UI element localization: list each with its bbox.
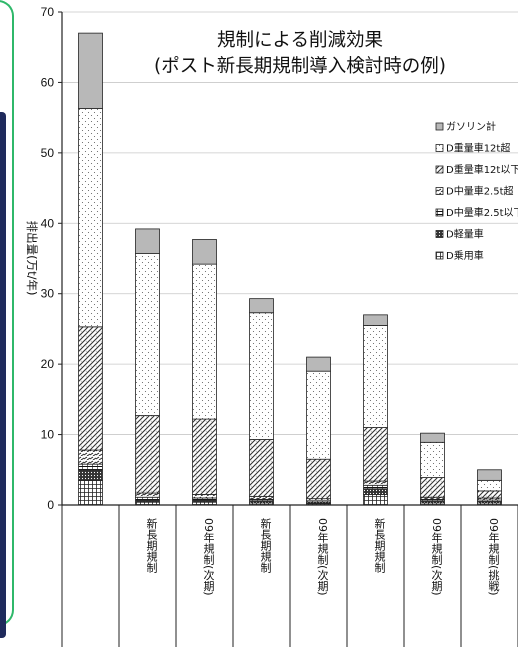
- bar-segment-0: [363, 494, 388, 506]
- bar-segment-5: [477, 479, 502, 492]
- bar-segment-4: [249, 439, 274, 497]
- bar-segment-6: [192, 239, 217, 265]
- x-tick-label: 新長期規制: [373, 517, 386, 573]
- bars: [78, 32, 502, 506]
- bar-segment-4: [477, 490, 502, 499]
- bar-segment-5: [420, 441, 445, 478]
- bar-segment-4: [363, 427, 388, 482]
- bar-segment-4: [306, 458, 331, 500]
- legend-label: D乗用車: [446, 249, 484, 262]
- bar-segment-2: [363, 484, 388, 490]
- bar-segment-3: [363, 480, 388, 486]
- y-axis-label: 排出量(万t/年): [25, 221, 39, 296]
- y-tick-label: 30: [41, 287, 55, 301]
- y-ticks: 0 10 20 30 40 50 60 70: [41, 5, 62, 512]
- bar-segment-5: [78, 108, 103, 328]
- y-tick-label: 60: [41, 75, 55, 89]
- bar-segment-2: [78, 463, 103, 471]
- legend-label: D中量車2.5t超: [446, 185, 514, 198]
- legend-label: D中量車2.5t以下: [446, 206, 518, 219]
- bar-segment-4: [78, 326, 103, 451]
- legend: ガソリン計 D重量車12t超 D重量車12t以下 D中量車2.5t超 D中量車2.5t以…: [435, 120, 518, 262]
- legend-swatch: [435, 230, 444, 238]
- legend-swatch: [435, 208, 444, 217]
- y-tick-label: 40: [41, 216, 55, 230]
- legend-label: ガソリン計: [446, 120, 496, 133]
- bar-segment-6: [78, 32, 103, 109]
- legend-swatch: [435, 144, 444, 152]
- y-tick-label: 10: [41, 428, 55, 442]
- bar-segment-5: [249, 312, 274, 440]
- bar-segment-6: [477, 469, 502, 481]
- bar-segment-5: [363, 325, 388, 428]
- bar-segment-3: [78, 449, 103, 465]
- y-tick-label: 0: [47, 498, 54, 512]
- y-tick-label: 50: [41, 146, 55, 160]
- chart-title-line-1: 規制による削減効果: [217, 30, 383, 51]
- legend-swatch: [435, 165, 444, 174]
- bar-segment-4: [420, 477, 445, 498]
- bar-segment-3: [249, 496, 274, 500]
- legend-label: D重量車12t以下: [446, 163, 518, 176]
- bar-segment-4: [192, 418, 217, 495]
- bar-segment-6: [363, 314, 388, 326]
- legend-swatch: [435, 251, 444, 260]
- bar-segment-6: [135, 228, 160, 254]
- x-tick-label: 新長期規制: [145, 517, 158, 573]
- bar-segment-4: [135, 415, 160, 494]
- bar-segment-6: [420, 432, 445, 443]
- bar-segment-0: [78, 479, 103, 506]
- bar-segment-3: [192, 494, 217, 499]
- x-tick-label: 09年規制(次期): [430, 518, 443, 596]
- x-tick-label: 09年規制(次期): [316, 518, 329, 596]
- x-category-dividers: [61, 505, 518, 647]
- bar-segment-6: [306, 356, 331, 372]
- bar-segment-5: [192, 263, 217, 420]
- bar-segment-5: [306, 370, 331, 460]
- legend-label: D重量車12t超: [446, 142, 510, 155]
- bar-segment-6: [249, 298, 274, 314]
- x-tick-label: 新長期規制: [259, 517, 272, 573]
- y-tick-label: 70: [41, 5, 55, 19]
- x-tick-labels: 新長期規制 09年規制(次期) 新長期規制 09年規制(次期) 新長期規制 09年規制(次…: [145, 517, 500, 596]
- bar-segment-1: [78, 469, 103, 481]
- x-tick-label: 09年規制(次期): [202, 518, 215, 596]
- legend-swatch: [435, 122, 444, 131]
- bar-segment-5: [135, 253, 160, 416]
- legend-label: D軽量車: [446, 228, 484, 241]
- slide-edge-bar: [0, 112, 6, 638]
- bar-segment-2: [135, 496, 160, 501]
- legend-swatch: [435, 187, 444, 195]
- x-tick-label: 09年規制(挑戦): [487, 518, 500, 596]
- chart-title-line-2: (ポスト新長期規制導入検討時の例): [154, 56, 446, 77]
- bar-segment-3: [135, 492, 160, 498]
- y-tick-label: 20: [41, 357, 55, 371]
- bar-segment-1: [363, 488, 388, 495]
